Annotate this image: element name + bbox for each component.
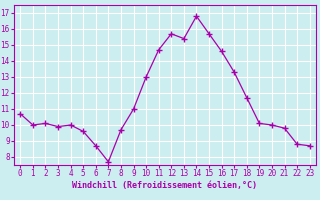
X-axis label: Windchill (Refroidissement éolien,°C): Windchill (Refroidissement éolien,°C) <box>73 181 258 190</box>
